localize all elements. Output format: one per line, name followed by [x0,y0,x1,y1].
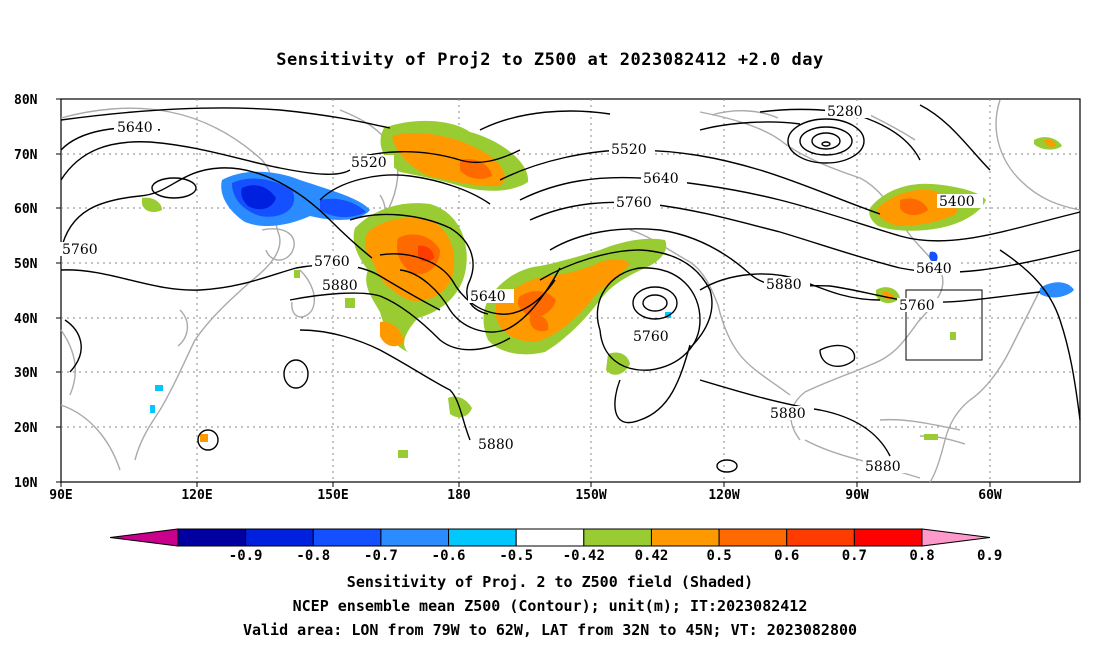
colorbar-tick-label: 0.5 [706,548,731,564]
colorbar-swatch [515,528,585,547]
colorbar-tick-label: -0.6 [432,548,466,564]
contour-label: 5760 [314,254,350,270]
colorbar-tick-label: -0.42 [563,548,605,564]
colorbar-tick-label: -0.5 [499,548,533,564]
caption-line-3: Valid area: LON from 79W to 62W, LAT fro… [242,621,858,639]
contour-label: 5640 [470,289,506,305]
lon-label: 90E [49,488,72,503]
colorbar-swatch [380,528,450,547]
map-title: Sensitivity of Proj2 to Z500 at 20230824… [276,50,824,70]
lat-label: 80N [14,93,38,108]
colorbar-swatch [245,528,314,547]
lon-label: 120W [708,488,739,503]
colorbar: -0.9 -0.8 -0.7 -0.6 -0.5 -0.42 0.42 0.5 0.6 0.7 0.… [109,528,1002,564]
lat-label: 40N [14,312,38,327]
lon-label: 120E [181,488,212,503]
colorbar-tick-label: 0.6 [774,548,799,564]
contour-label: 5520 [351,155,387,171]
lon-label: 90W [845,488,869,503]
lon-label: 150W [575,488,606,503]
contour-label: 5760 [899,298,935,314]
contour-labels: 5640 5520 5760 5760 5880 5640 5520 5640 … [60,104,983,475]
colorbar-right-arrow [921,528,991,547]
colorbar-swatch [312,528,382,547]
colorbar-tick-label: -0.7 [364,548,398,564]
lat-label: 10N [14,476,38,491]
caption-line-1: Sensitivity of Proj. 2 to Z500 field (Sh… [346,573,754,591]
contour-label: 5520 [611,142,647,158]
contour-label: 5760 [62,242,98,258]
contour-label: 5880 [770,406,806,422]
lat-label: 70N [14,148,38,163]
colorbar-tick-label: -0.9 [229,548,263,564]
lat-label: 30N [14,366,38,381]
colorbar-swatch [650,528,720,547]
colorbar-tick-label: -0.8 [296,548,330,564]
caption-line-2: NCEP ensemble mean Z500 (Contour); unit(… [292,597,808,615]
longitude-labels: 90E 120E 150E 180 150W 120W 90W 60W [49,488,1002,503]
lat-label: 50N [14,257,38,272]
lon-label: 150E [317,488,348,503]
contour-label: 5640 [117,120,153,136]
contour-label: 5880 [478,437,514,453]
valid-area-box [905,289,983,361]
colorbar-swatch [448,528,517,547]
negative-shading-east-asia [150,171,1074,413]
colorbar-swatch [786,528,855,547]
contour-label: 5880 [322,278,358,294]
contour-label: 5760 [616,195,652,211]
lat-label: 60N [14,202,38,217]
colorbar-tick-label: 0.42 [635,548,669,564]
contour-label: 5880 [766,277,802,293]
contour-label: 5280 [827,104,863,120]
colorbar-tick-label: 0.9 [977,548,1002,564]
contour-label: 5640 [643,171,679,187]
contour-label: 5400 [939,194,975,210]
colorbar-swatch [177,528,247,547]
contour-label: 5880 [865,459,901,475]
coastlines [60,99,1081,483]
latitude-labels: 80N 70N 60N 50N 40N 30N 20N 10N [14,93,38,491]
colorbar-left-arrow [109,528,179,547]
lon-label: 180 [447,488,471,503]
colorbar-tick-label: 0.8 [909,548,934,564]
contour-label: 5640 [916,261,952,277]
lat-label: 20N [14,421,38,436]
colorbar-swatch [583,528,652,547]
lon-label: 60W [978,488,1002,503]
colorbar-swatch [853,528,923,547]
contour-label: 5760 [633,329,669,345]
colorbar-swatch [718,528,788,547]
colorbar-tick-label: 0.7 [842,548,867,564]
